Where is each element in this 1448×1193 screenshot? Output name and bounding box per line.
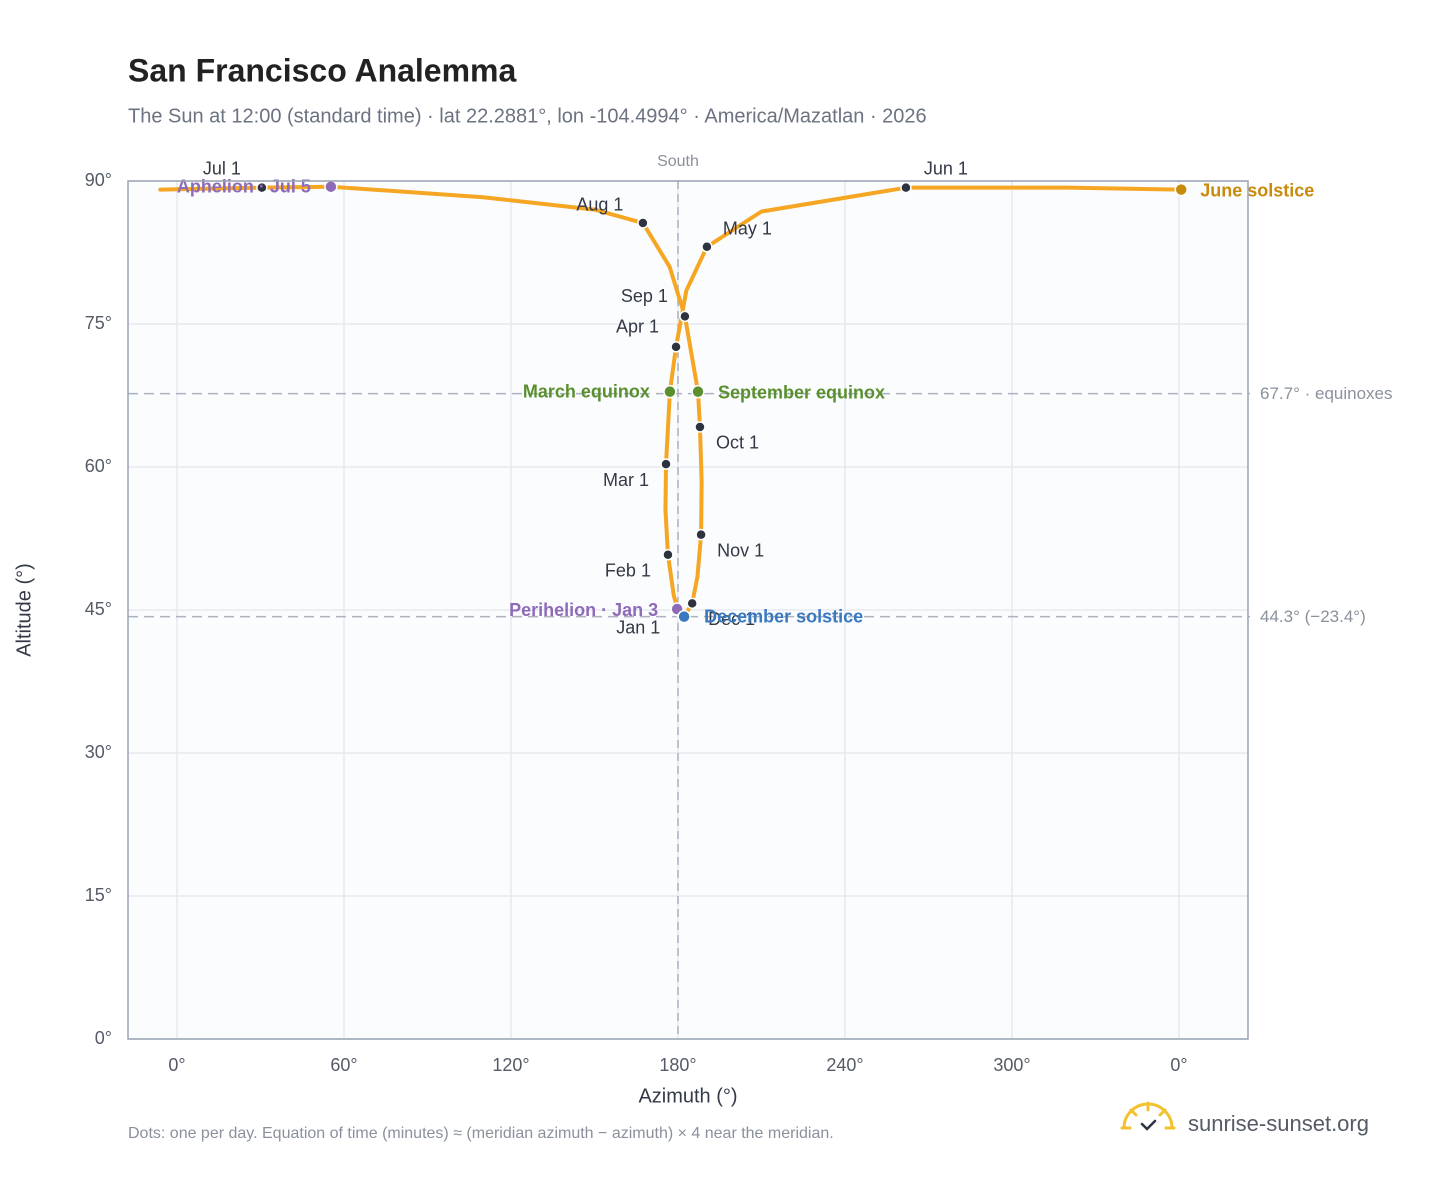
y-tick-label: 60° [85,456,112,476]
x-axis-title: Azimuth (°) [638,1085,737,1107]
point-label: Oct 1 [716,433,759,453]
point [1174,182,1188,197]
x-tick-label: 300° [993,1055,1030,1075]
point-label: June solstice [1200,180,1314,200]
x-tick-label: 120° [492,1055,529,1075]
x-tick-label: 240° [826,1055,863,1075]
point [679,310,691,323]
brand: sunrise-sunset.org [1188,1111,1369,1136]
point-label: Perihelion · Jan 3 [509,600,658,620]
reference-label: 67.7° · equinoxes [1260,384,1393,403]
chart-title: San Francisco Analemma [128,52,517,88]
y-tick-label: 90° [85,170,112,190]
plot-border [127,180,1249,1040]
point [660,458,672,470]
point-label: Jan 1 [616,618,660,638]
point [695,528,707,541]
point-label: Aphelion · Jul 5 [177,176,311,196]
point-label: Jul 1 [203,158,241,178]
point-label: Mar 1 [603,470,649,490]
reference-label: South [657,153,699,170]
y-tick-label: 45° [85,599,112,619]
footnote: Dots: one per day. Equation of time (min… [128,1125,834,1142]
point [662,548,674,561]
point [663,384,677,399]
brand-logo [1120,1101,1176,1131]
point-label: December solstice [704,606,863,626]
point [694,421,706,433]
point-label: Nov 1 [717,540,764,560]
point-label: Apr 1 [616,317,659,337]
point-label: Dec 1 [708,609,755,629]
point-label: Jun 1 [924,158,968,178]
point-label: Aug 1 [576,195,623,215]
point-label: Feb 1 [605,560,651,580]
y-tick-label: 75° [85,313,112,333]
x-tick-label: 0° [168,1055,185,1075]
point [900,181,912,194]
x-tick-label: 0° [1170,1055,1187,1075]
chart-subtitle: The Sun at 12:00 (standard time) · lat 2… [128,105,927,127]
y-tick-label: 0° [95,1028,112,1048]
point-label: May 1 [723,219,772,239]
point [670,341,682,353]
x-tick-label: 180° [659,1055,696,1075]
y-axis-title: Altitude (°) [13,563,35,657]
point [677,609,691,624]
y-tick-label: 15° [85,885,112,905]
point-label: September equinox [718,382,885,402]
point [256,181,268,194]
y-tick-label: 30° [85,742,112,762]
point-label: March equinox [523,381,650,401]
reference-label: 44.3° (−23.4°) [1260,607,1366,626]
point [324,179,338,194]
point [691,384,705,399]
point-label: Sep 1 [621,286,668,306]
point [686,597,698,610]
x-tick-label: 60° [330,1055,357,1075]
point [637,217,649,229]
point [701,241,713,253]
